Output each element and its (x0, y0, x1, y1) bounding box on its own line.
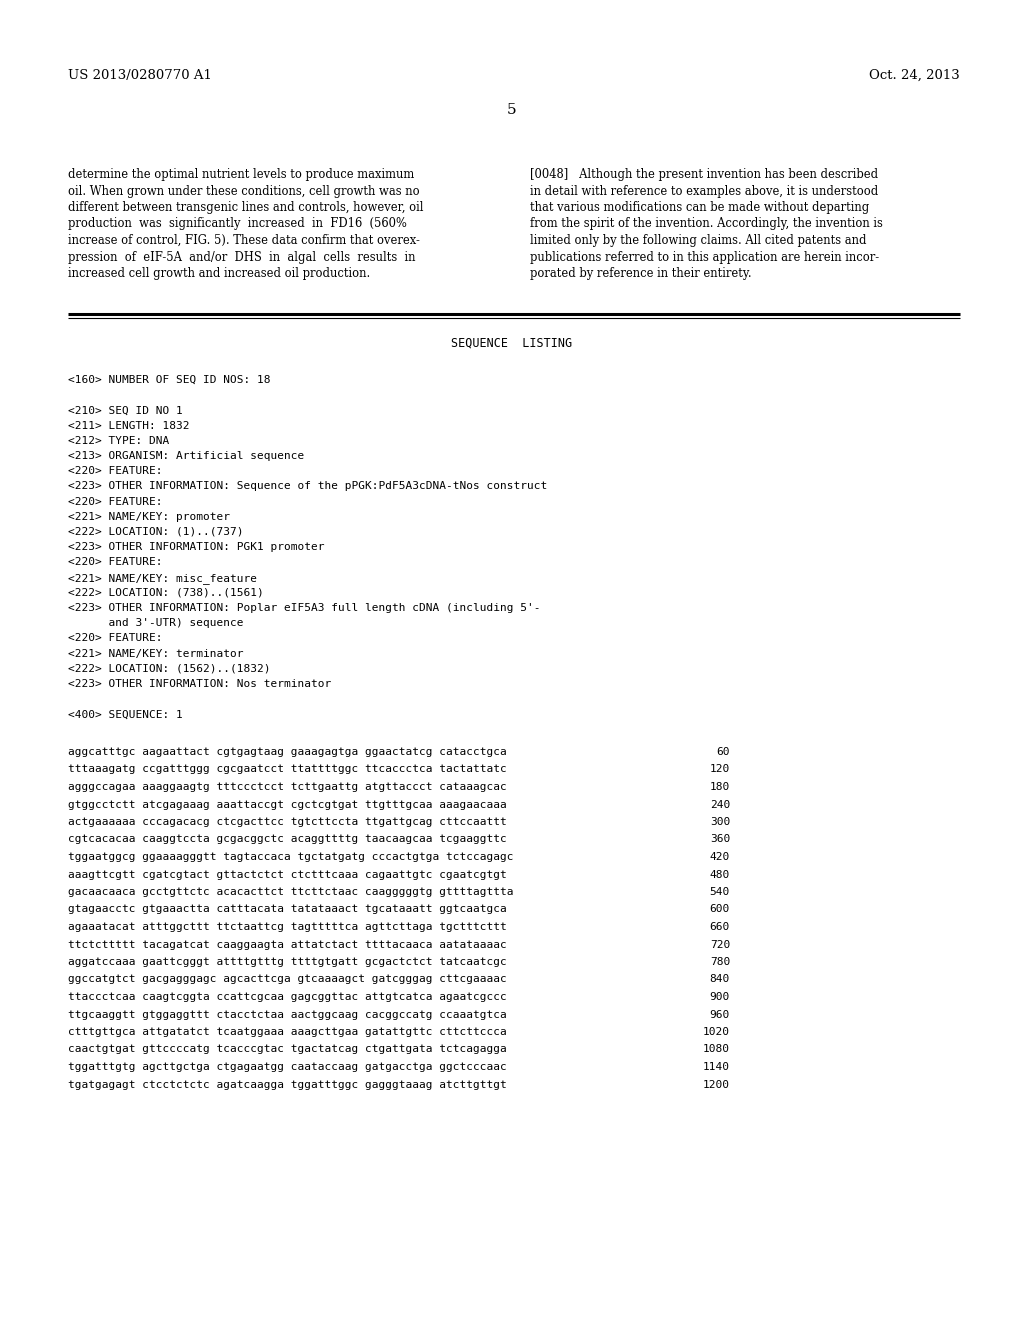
Text: 1140: 1140 (703, 1063, 730, 1072)
Text: <223> OTHER INFORMATION: Nos terminator: <223> OTHER INFORMATION: Nos terminator (68, 678, 331, 689)
Text: <400> SEQUENCE: 1: <400> SEQUENCE: 1 (68, 709, 182, 719)
Text: 1020: 1020 (703, 1027, 730, 1038)
Text: <212> TYPE: DNA: <212> TYPE: DNA (68, 436, 169, 446)
Text: 5: 5 (507, 103, 517, 117)
Text: <222> LOCATION: (738)..(1561): <222> LOCATION: (738)..(1561) (68, 587, 264, 598)
Text: 1080: 1080 (703, 1044, 730, 1055)
Text: <210> SEQ ID NO 1: <210> SEQ ID NO 1 (68, 405, 182, 416)
Text: 960: 960 (710, 1010, 730, 1019)
Text: [0048]   Although the present invention has been described: [0048] Although the present invention ha… (530, 168, 879, 181)
Text: in detail with reference to examples above, it is understood: in detail with reference to examples abo… (530, 185, 879, 198)
Text: <221> NAME/KEY: misc_feature: <221> NAME/KEY: misc_feature (68, 573, 257, 583)
Text: tggaatggcg ggaaaagggtt tagtaccaca tgctatgatg cccactgtga tctccagagc: tggaatggcg ggaaaagggtt tagtaccaca tgctat… (68, 851, 513, 862)
Text: ggccatgtct gacgagggagc agcacttcga gtcaaaagct gatcgggag cttcgaaaac: ggccatgtct gacgagggagc agcacttcga gtcaaa… (68, 974, 507, 985)
Text: production  was  significantly  increased  in  FD16  (560%: production was significantly increased i… (68, 218, 407, 231)
Text: 300: 300 (710, 817, 730, 828)
Text: cgtcacacaa caaggtccta gcgacggctc acaggttttg taacaagcaa tcgaaggttc: cgtcacacaa caaggtccta gcgacggctc acaggtt… (68, 834, 507, 845)
Text: determine the optimal nutrient levels to produce maximum: determine the optimal nutrient levels to… (68, 168, 415, 181)
Text: <160> NUMBER OF SEQ ID NOS: 18: <160> NUMBER OF SEQ ID NOS: 18 (68, 375, 270, 385)
Text: tttaaagatg ccgatttggg cgcgaatcct ttattttggc ttcaccctca tactattatc: tttaaagatg ccgatttggg cgcgaatcct ttatttt… (68, 764, 507, 775)
Text: <223> OTHER INFORMATION: PGK1 promoter: <223> OTHER INFORMATION: PGK1 promoter (68, 543, 325, 552)
Text: and 3'-UTR) sequence: and 3'-UTR) sequence (68, 618, 244, 628)
Text: ctttgttgca attgatatct tcaatggaaa aaagcttgaa gatattgttc cttcttccca: ctttgttgca attgatatct tcaatggaaa aaagctt… (68, 1027, 507, 1038)
Text: actgaaaaaa cccagacacg ctcgacttcc tgtcttccta ttgattgcag cttccaattt: actgaaaaaa cccagacacg ctcgacttcc tgtcttc… (68, 817, 507, 828)
Text: 540: 540 (710, 887, 730, 898)
Text: 1200: 1200 (703, 1080, 730, 1089)
Text: 660: 660 (710, 921, 730, 932)
Text: 180: 180 (710, 781, 730, 792)
Text: <221> NAME/KEY: promoter: <221> NAME/KEY: promoter (68, 512, 230, 521)
Text: <221> NAME/KEY: terminator: <221> NAME/KEY: terminator (68, 648, 244, 659)
Text: 120: 120 (710, 764, 730, 775)
Text: <223> OTHER INFORMATION: Poplar eIF5A3 full length cDNA (including 5'-: <223> OTHER INFORMATION: Poplar eIF5A3 f… (68, 603, 541, 612)
Text: different between transgenic lines and controls, however, oil: different between transgenic lines and c… (68, 201, 424, 214)
Text: 720: 720 (710, 940, 730, 949)
Text: 780: 780 (710, 957, 730, 968)
Text: caactgtgat gttccccatg tcacccgtac tgactatcag ctgattgata tctcagagga: caactgtgat gttccccatg tcacccgtac tgactat… (68, 1044, 507, 1055)
Text: <222> LOCATION: (1)..(737): <222> LOCATION: (1)..(737) (68, 527, 244, 537)
Text: limited only by the following claims. All cited patents and: limited only by the following claims. Al… (530, 234, 866, 247)
Text: agaaatacat atttggcttt ttctaattcg tagtttttca agttcttaga tgctttcttt: agaaatacat atttggcttt ttctaattcg tagtttt… (68, 921, 507, 932)
Text: <220> FEATURE:: <220> FEATURE: (68, 634, 163, 643)
Text: <220> FEATURE:: <220> FEATURE: (68, 466, 163, 477)
Text: 900: 900 (710, 993, 730, 1002)
Text: aggcatttgc aagaattact cgtgagtaag gaaagagtga ggaactatcg catacctgca: aggcatttgc aagaattact cgtgagtaag gaaagag… (68, 747, 507, 756)
Text: agggccagaa aaaggaagtg tttccctcct tcttgaattg atgttaccct cataaagcac: agggccagaa aaaggaagtg tttccctcct tcttgaa… (68, 781, 507, 792)
Text: tgatgagagt ctcctctctc agatcaagga tggatttggc gagggtaaag atcttgttgt: tgatgagagt ctcctctctc agatcaagga tggattt… (68, 1080, 507, 1089)
Text: SEQUENCE  LISTING: SEQUENCE LISTING (452, 337, 572, 350)
Text: pression  of  eIF-5A  and/or  DHS  in  algal  cells  results  in: pression of eIF-5A and/or DHS in algal c… (68, 251, 416, 264)
Text: <222> LOCATION: (1562)..(1832): <222> LOCATION: (1562)..(1832) (68, 664, 270, 673)
Text: <223> OTHER INFORMATION: Sequence of the pPGK:PdF5A3cDNA-tNos construct: <223> OTHER INFORMATION: Sequence of the… (68, 482, 547, 491)
Text: Oct. 24, 2013: Oct. 24, 2013 (869, 69, 961, 82)
Text: oil. When grown under these conditions, cell growth was no: oil. When grown under these conditions, … (68, 185, 420, 198)
Text: porated by reference in their entirety.: porated by reference in their entirety. (530, 267, 752, 280)
Text: 600: 600 (710, 904, 730, 915)
Text: 840: 840 (710, 974, 730, 985)
Text: increase of control, FIG. 5). These data confirm that overex-: increase of control, FIG. 5). These data… (68, 234, 420, 247)
Text: <220> FEATURE:: <220> FEATURE: (68, 496, 163, 507)
Text: from the spirit of the invention. Accordingly, the invention is: from the spirit of the invention. Accord… (530, 218, 883, 231)
Text: increased cell growth and increased oil production.: increased cell growth and increased oil … (68, 267, 371, 280)
Text: 240: 240 (710, 800, 730, 809)
Text: 360: 360 (710, 834, 730, 845)
Text: 480: 480 (710, 870, 730, 879)
Text: 60: 60 (717, 747, 730, 756)
Text: <213> ORGANISM: Artificial sequence: <213> ORGANISM: Artificial sequence (68, 451, 304, 461)
Text: publications referred to in this application are herein incor-: publications referred to in this applica… (530, 251, 880, 264)
Text: 420: 420 (710, 851, 730, 862)
Text: ttctcttttt tacagatcat caaggaagta attatctact ttttacaaca aatataaaac: ttctcttttt tacagatcat caaggaagta attatct… (68, 940, 507, 949)
Text: gtagaacctc gtgaaactta catttacata tatataaact tgcataaatt ggtcaatgca: gtagaacctc gtgaaactta catttacata tatataa… (68, 904, 507, 915)
Text: that various modifications can be made without departing: that various modifications can be made w… (530, 201, 869, 214)
Text: aaagttcgtt cgatcgtact gttactctct ctctttcaaa cagaattgtc cgaatcgtgt: aaagttcgtt cgatcgtact gttactctct ctctttc… (68, 870, 507, 879)
Text: aggatccaaa gaattcgggt attttgtttg ttttgtgatt gcgactctct tatcaatcgc: aggatccaaa gaattcgggt attttgtttg ttttgtg… (68, 957, 507, 968)
Text: US 2013/0280770 A1: US 2013/0280770 A1 (68, 69, 212, 82)
Text: ttaccctcaa caagtcggta ccattcgcaa gagcggttac attgtcatca agaatcgccc: ttaccctcaa caagtcggta ccattcgcaa gagcggt… (68, 993, 507, 1002)
Text: tggatttgtg agcttgctga ctgagaatgg caataccaag gatgacctga ggctcccaac: tggatttgtg agcttgctga ctgagaatgg caatacc… (68, 1063, 507, 1072)
Text: ttgcaaggtt gtggaggttt ctacctctaa aactggcaag cacggccatg ccaaatgtca: ttgcaaggtt gtggaggttt ctacctctaa aactggc… (68, 1010, 507, 1019)
Text: gtggcctctt atcgagaaag aaattaccgt cgctcgtgat ttgtttgcaa aaagaacaaa: gtggcctctt atcgagaaag aaattaccgt cgctcgt… (68, 800, 507, 809)
Text: <220> FEATURE:: <220> FEATURE: (68, 557, 163, 568)
Text: gacaacaaca gcctgttctc acacacttct ttcttctaac caagggggtg gttttagttta: gacaacaaca gcctgttctc acacacttct ttcttct… (68, 887, 513, 898)
Text: <211> LENGTH: 1832: <211> LENGTH: 1832 (68, 421, 189, 430)
